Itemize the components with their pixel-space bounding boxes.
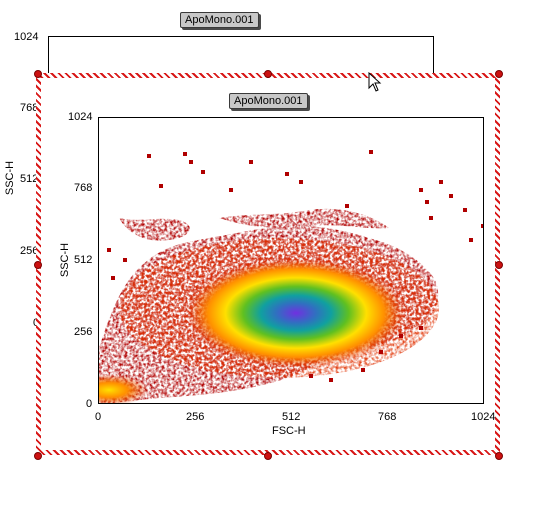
resize-handle-top-left[interactable] bbox=[34, 70, 42, 78]
y-tick-512: 512 bbox=[74, 254, 93, 266]
back-y-tick-1024: 1024 bbox=[14, 31, 39, 43]
back-y-tick-512: 512 bbox=[20, 173, 39, 185]
x-tick-768: 768 bbox=[378, 411, 397, 423]
plot-area[interactable] bbox=[98, 117, 484, 404]
front-plot-title[interactable]: ApoMono.001 bbox=[229, 93, 308, 109]
back-y-tick-768: 768 bbox=[20, 102, 39, 114]
y-tick-0: 0 bbox=[86, 398, 93, 410]
resize-handle-middle-right[interactable] bbox=[495, 261, 503, 269]
mouse-pointer-icon bbox=[368, 72, 382, 92]
resize-handle-bottom-left[interactable] bbox=[34, 452, 42, 460]
back-y-tick-256: 256 bbox=[20, 245, 39, 257]
resize-handle-top-right[interactable] bbox=[495, 70, 503, 78]
y-tick-256: 256 bbox=[74, 326, 93, 338]
y-tick-1024: 1024 bbox=[68, 111, 93, 123]
scatter-dots bbox=[107, 150, 483, 382]
resize-handle-middle-left[interactable] bbox=[34, 261, 42, 269]
x-tick-1024: 1024 bbox=[471, 411, 496, 423]
back-plot-frame bbox=[48, 36, 434, 75]
x-tick-512: 512 bbox=[282, 411, 301, 423]
density-layer-left-cluster bbox=[99, 374, 149, 403]
back-plot-title[interactable]: ApoMono.001 bbox=[180, 12, 259, 28]
resize-handle-top-center[interactable] bbox=[264, 70, 272, 78]
y-axis-label: SSC-H bbox=[59, 242, 72, 278]
density-layer-core bbox=[186, 258, 406, 368]
y-tick-768: 768 bbox=[74, 182, 93, 194]
x-tick-0: 0 bbox=[95, 411, 102, 423]
density-plot bbox=[99, 150, 483, 403]
x-tick-256: 256 bbox=[186, 411, 205, 423]
resize-handle-bottom-center[interactable] bbox=[264, 452, 272, 460]
resize-handle-bottom-right[interactable] bbox=[495, 452, 503, 460]
back-y-axis-label: SSC-H bbox=[4, 160, 17, 196]
x-axis-label: FSC-H bbox=[272, 425, 306, 437]
